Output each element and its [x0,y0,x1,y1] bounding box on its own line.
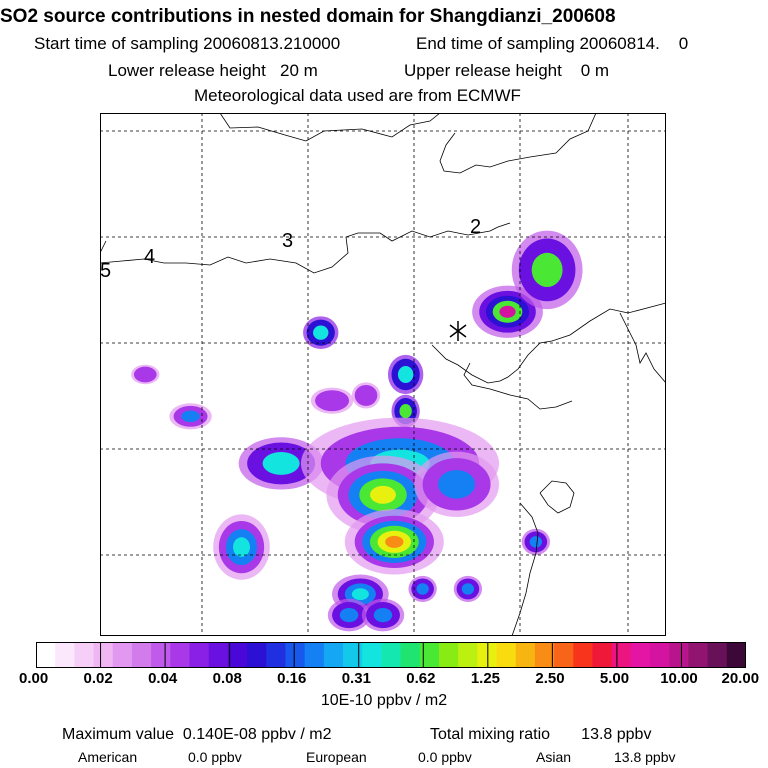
colorbar-cell-5 [131,642,152,668]
colorbar-cell-1 [55,642,75,668]
colorbar-cell-33 [669,642,689,668]
lower-release-label: Lower release height 20 m [108,61,318,80]
colorbar-cell-12 [266,642,286,668]
end-time-label: End time of sampling 20060814. 0 [416,34,689,53]
plume-1 [511,230,583,310]
colorbar-cell-19 [400,642,421,668]
colorbar-tick-label: 0.08 [212,670,242,687]
colorbar-cell-13 [285,642,306,668]
colorbar-cell-17 [362,642,382,668]
region-label-4: 4 [144,246,155,268]
plume-10 [213,514,270,580]
plume-3 [387,354,424,395]
concentration-field [131,230,583,632]
region-label-2: 2 [470,216,481,238]
asian-value: 13.8 ppbv [614,749,676,765]
colorbar-tick-label: 0.62 [406,670,436,687]
region-label-3: 3 [282,230,293,252]
american-value: 0.0 ppbv [188,749,242,765]
colorbar-cell-2 [74,642,95,668]
region-label-5: 5 [100,260,111,282]
start-time-label: Start time of sampling 20060813.210000 [34,34,341,53]
colorbar-tick-label: 10.00 [660,670,698,687]
colorbar-cell-6 [151,642,171,668]
colorbar-tick-label: 0.04 [148,670,178,687]
colorbar-cell-3 [93,642,114,668]
colorbar-cell-7 [170,642,191,668]
receptor-marker [449,321,467,341]
colorbar-cell-10 [227,642,248,668]
plume-18 [131,364,160,385]
colorbar-cell-0 [36,642,56,668]
plume-5 [169,403,212,430]
asian-name: Asian [536,749,572,765]
plume-13 [408,575,437,603]
colorbar-tick-label: 2.50 [535,670,565,687]
met-data-label: Meteorological data used are from ECMWF [194,86,521,105]
colorbar-cell-30 [611,642,632,668]
colorbar-cell-35 [707,642,728,668]
plume-2 [303,316,339,350]
plume-16 [327,598,371,632]
colorbar-cell-32 [650,642,670,668]
plume-19 [310,387,354,414]
colorbar [36,642,746,668]
colorbar-cell-11 [247,642,267,668]
colorbar-tick-label: 5.00 [599,670,630,687]
colorbar-unit-label: 10E-10 ppbv / m2 [320,692,448,709]
total-mixing-label: Total mixing ratio 13.8 ppbv [430,726,652,743]
colorbar-cell-4 [112,642,133,668]
colorbar-cell-22 [458,642,478,668]
european-name: European [306,749,367,765]
colorbar-cell-27 [554,642,574,668]
colorbar-tick-label: 20.00 [721,670,760,687]
colorbar-cell-21 [438,642,459,668]
colorbar-cell-14 [304,642,325,668]
colorbar-tick-label: 0.02 [83,670,113,687]
colorbar-cell-23 [477,642,498,668]
colorbar-tick-label: 0.00 [19,670,49,687]
plume-6 [238,437,324,490]
european-value: 0.0 ppbv [418,749,472,765]
plume-17 [361,598,405,632]
colorbar-cell-25 [515,642,536,668]
colorbar-cell-8 [189,642,210,668]
chart-title: SO2 source contributions in nested domai… [0,6,616,27]
colorbar-tick-label: 1.25 [470,670,501,687]
upper-release-label: Upper release height 0 m [404,61,610,80]
colorbar-cell-24 [496,642,517,668]
colorbar-tick-label: 0.16 [277,670,307,687]
max-value-label: Maximum value 0.140E-08 ppbv / m2 [62,726,332,743]
colorbar-cell-15 [323,642,344,668]
plume-11 [344,509,444,575]
colorbar-cell-36 [726,642,746,668]
colorbar-cell-29 [592,642,613,668]
colorbar-cell-26 [534,642,555,668]
plume-20 [351,382,381,409]
grid-lines [100,113,666,636]
american-name: American [78,749,138,765]
colorbar-cell-31 [630,642,651,668]
plume-14 [453,575,483,603]
plume-12 [521,528,550,555]
colorbar-cell-18 [381,642,402,668]
plot-area: 2 3 4 5 [100,113,666,636]
colorbar-cell-20 [419,642,440,668]
plume-9 [414,451,500,518]
colorbar-cell-16 [343,642,363,668]
colorbar-cell-28 [573,642,593,668]
colorbar-cell-34 [688,642,709,668]
colorbar-cell-9 [208,642,229,668]
colorbar-tick-label: 0.31 [341,670,371,687]
